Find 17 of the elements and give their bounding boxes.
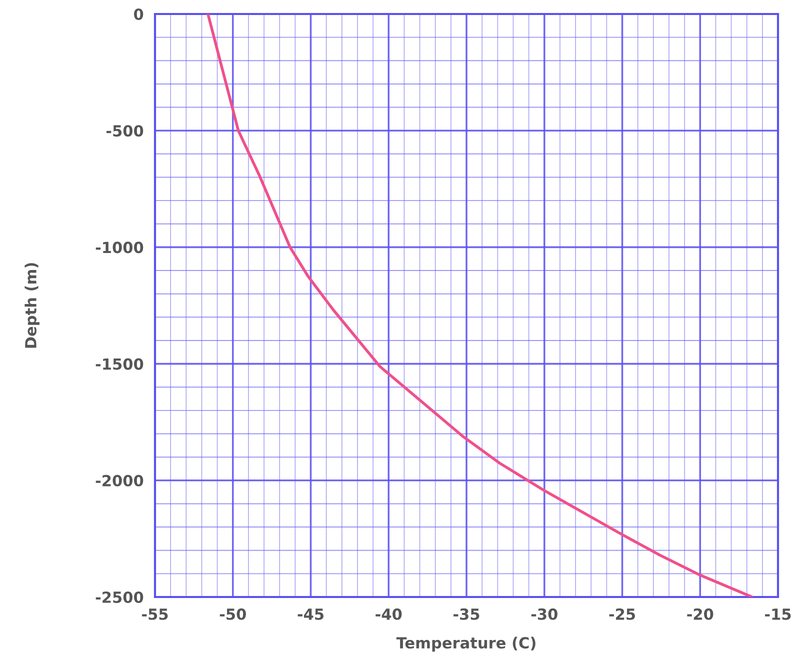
x-tick-label: -50 bbox=[220, 608, 246, 620]
y-tick-label: -2000 bbox=[96, 474, 144, 486]
x-tick-label: -20 bbox=[687, 608, 714, 620]
x-tick-label: -45 bbox=[298, 608, 324, 620]
x-tick-label: -30 bbox=[531, 608, 558, 620]
x-tick-label: -15 bbox=[765, 608, 791, 620]
y-tick-label: -2500 bbox=[96, 591, 144, 604]
x-tick-label: -55 bbox=[142, 608, 168, 620]
x-tick-label: -35 bbox=[454, 608, 480, 620]
y-axis-title: Depth (m) bbox=[24, 263, 40, 348]
x-axis-title: Temperature (C) bbox=[396, 636, 536, 652]
y-tick-label: -1000 bbox=[96, 242, 144, 254]
y-tick-label: -1500 bbox=[96, 358, 144, 370]
y-tick-label: -500 bbox=[106, 125, 144, 137]
y-tick-label: 0 bbox=[134, 8, 144, 20]
x-tick-label: -25 bbox=[609, 608, 635, 620]
x-tick-label: -40 bbox=[376, 608, 402, 620]
